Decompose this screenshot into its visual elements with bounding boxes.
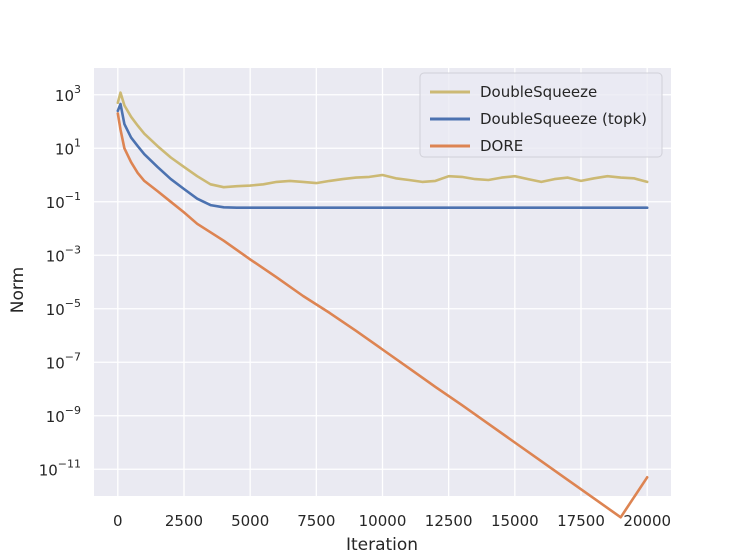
series-group [116, 91, 649, 519]
y-axis-label: Norm [8, 267, 28, 313]
x-tick-label: 10000 [359, 512, 407, 530]
y-tick-label: 10−7 [46, 350, 81, 372]
legend-box [419, 72, 663, 158]
legend: DoubleSqueeze DoubleSqueeze (topk) DORE [419, 72, 663, 158]
y-tick-label: 10−9 [46, 404, 81, 426]
x-tick-label: 2500 [165, 512, 203, 530]
x-tick-label: 17500 [557, 512, 605, 530]
y-tick-label: 10−5 [46, 297, 81, 319]
legend-label: DoubleSqueeze (topk) [480, 110, 647, 128]
x-tick-label: 0 [113, 512, 123, 530]
y-tick-label: 101 [55, 136, 81, 158]
series-line-doublesqueeze [116, 91, 649, 189]
x-axis-label: Iteration [346, 535, 418, 555]
x-tick-label: 7500 [297, 512, 335, 530]
y-tick-label: 10−1 [46, 190, 81, 212]
legend-label: DORE [480, 137, 523, 155]
y-ticks: 103 101 10−1 10−3 10−5 10−7 10−9 10−11 [39, 83, 81, 480]
y-tick-label: 10−3 [46, 243, 81, 265]
series-line-doublesqueeze-topk [116, 102, 649, 209]
x-tick-label: 12500 [425, 512, 473, 530]
y-tick-label: 103 [55, 83, 81, 105]
x-ticks: 0 2500 5000 7500 10000 12500 15000 17500 20000 [113, 512, 671, 530]
legend-label: DoubleSqueeze [480, 83, 597, 101]
x-tick-label: 20000 [623, 512, 671, 530]
x-tick-label: 5000 [231, 512, 269, 530]
y-tick-label: 10−11 [39, 457, 81, 479]
x-tick-label: 15000 [491, 512, 539, 530]
series-line-dore [116, 112, 649, 519]
